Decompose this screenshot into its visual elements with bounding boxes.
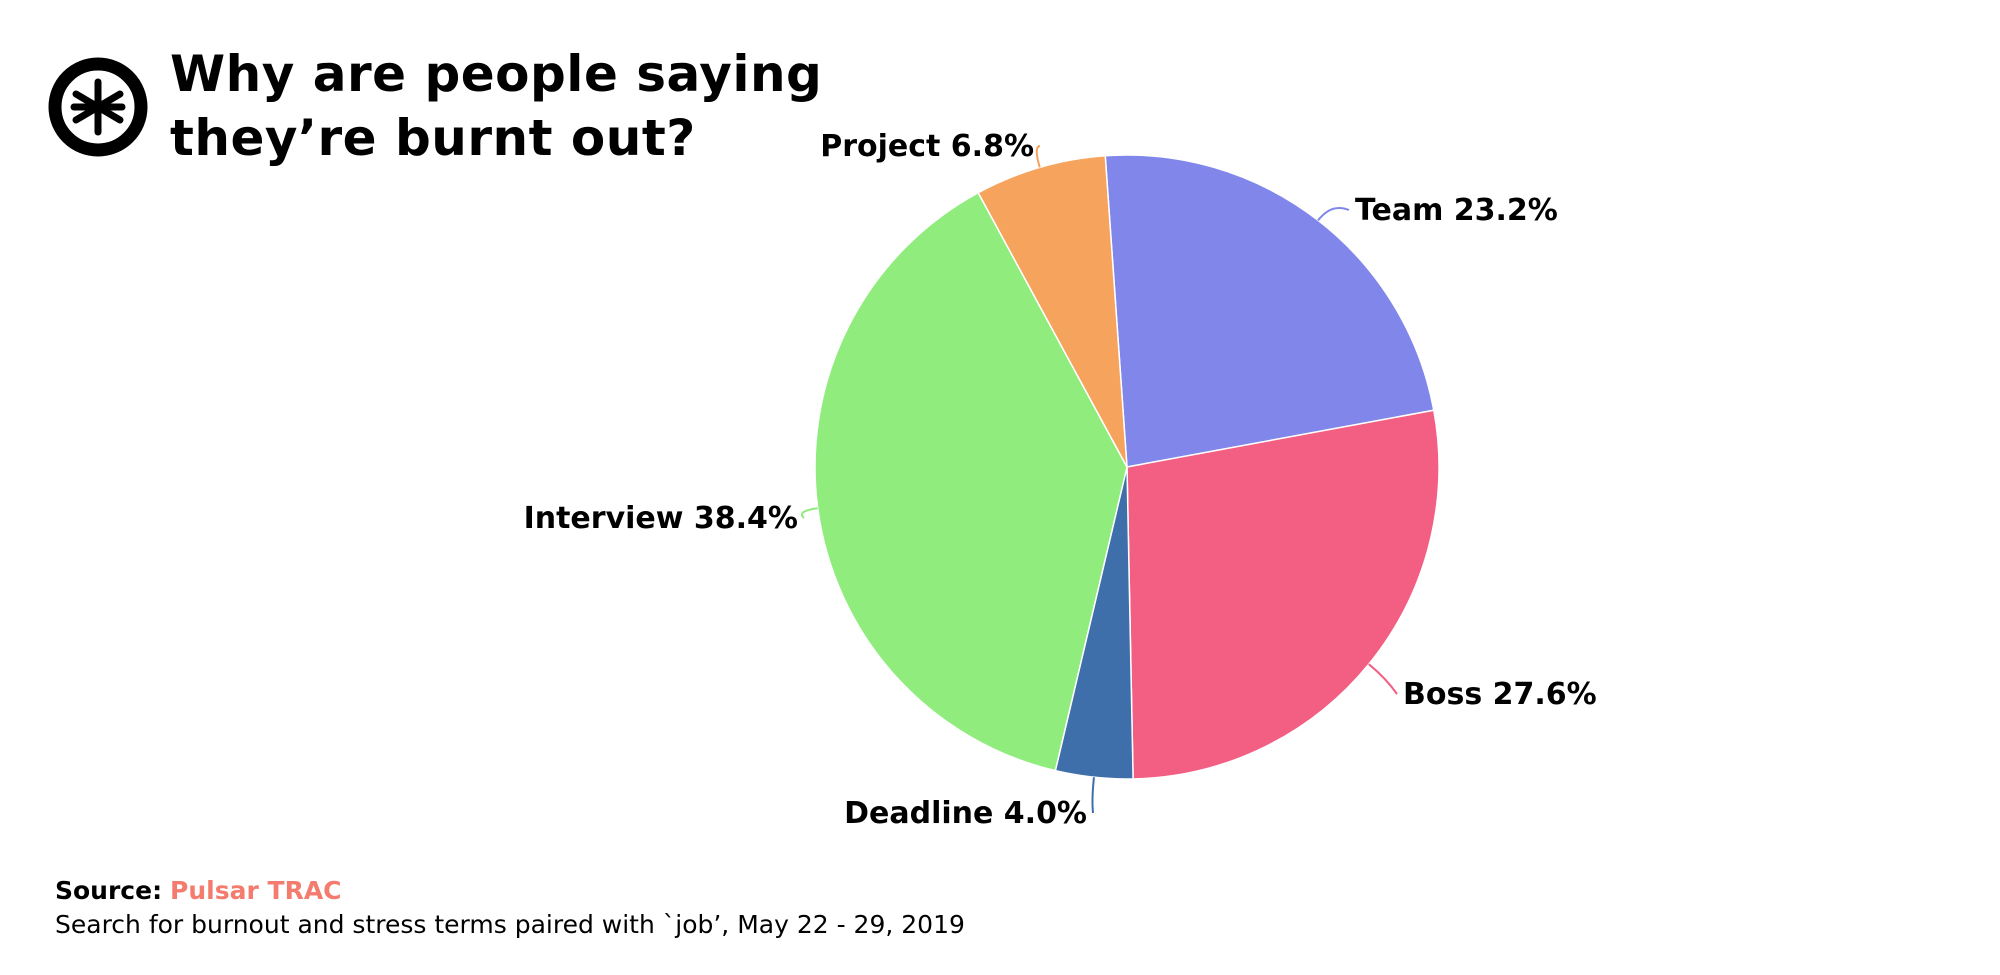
pie-slice-boss bbox=[1126, 409, 1440, 780]
slice-label-deadline: Deadline 4.0% bbox=[844, 796, 1087, 831]
connector-deadline bbox=[1091, 777, 1095, 814]
source-prefix: Source: bbox=[55, 876, 163, 905]
slice-label-boss: Boss 27.6% bbox=[1403, 677, 1597, 712]
connector-project bbox=[1035, 145, 1041, 168]
slice-label-project: Project 6.8% bbox=[820, 129, 1034, 164]
asterisk-circle-icon bbox=[48, 57, 148, 157]
pie-slices bbox=[814, 154, 1440, 780]
logo-icon bbox=[46, 54, 150, 160]
label-connectors bbox=[800, 145, 1398, 814]
page-title: Why are people saying they’re burnt out? bbox=[170, 42, 870, 170]
connector-boss bbox=[1368, 663, 1398, 695]
slice-labels: Team 23.2% Boss 27.6% Deadline 4.0% Intervi… bbox=[524, 129, 1597, 831]
source-line: Source: Pulsar TRAC bbox=[55, 874, 342, 908]
source-link[interactable]: Pulsar TRAC bbox=[170, 876, 342, 905]
slice-label-team: Team 23.2% bbox=[1355, 193, 1558, 228]
pie-slice-project bbox=[977, 154, 1128, 468]
slice-label-interview: Interview 38.4% bbox=[524, 501, 798, 536]
connector-interview bbox=[800, 507, 818, 519]
connector-team bbox=[1317, 207, 1350, 221]
source-note: Search for burnout and stress terms pair… bbox=[55, 910, 965, 939]
title-line-1: Why are people saying bbox=[170, 45, 823, 103]
title-line-2: they’re burnt out? bbox=[170, 109, 696, 167]
pie-slice-team bbox=[1104, 154, 1435, 468]
